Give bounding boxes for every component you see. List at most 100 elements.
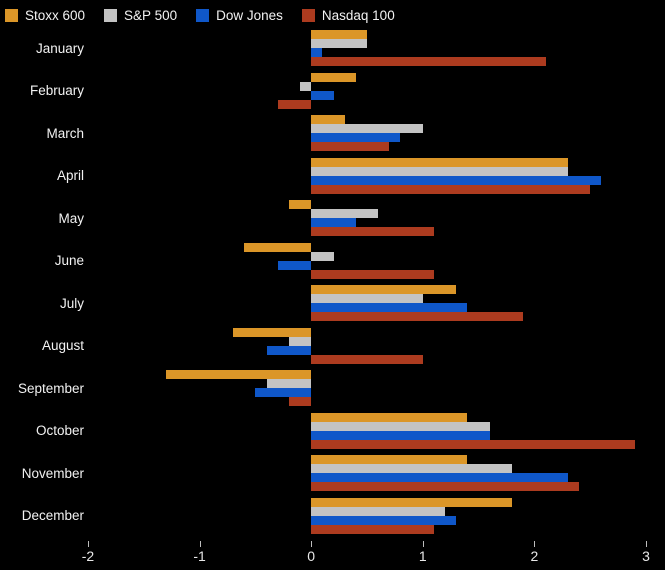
bar bbox=[311, 482, 580, 491]
legend-swatch-icon bbox=[5, 8, 18, 22]
bar bbox=[311, 303, 468, 312]
category-label: June bbox=[54, 253, 84, 268]
row-plot bbox=[88, 412, 665, 456]
bar bbox=[311, 251, 334, 261]
month-row: February bbox=[0, 72, 665, 116]
legend-label: Nasdaq 100 bbox=[321, 7, 395, 23]
row-plot bbox=[88, 285, 665, 328]
bar bbox=[288, 397, 312, 406]
axis-tick bbox=[311, 541, 313, 547]
legend-swatch-icon bbox=[196, 8, 210, 22]
chart-legend: Stoxx 600 S&P 500 Dow Jones Nasdaq 100 bbox=[0, 0, 665, 30]
bar bbox=[266, 379, 312, 388]
legend-label: Stoxx 600 bbox=[25, 7, 86, 23]
bar bbox=[311, 39, 367, 48]
legend-swatch-icon bbox=[301, 8, 315, 22]
bar bbox=[288, 336, 312, 346]
month-row: September bbox=[0, 370, 665, 413]
row-plot bbox=[88, 370, 665, 413]
bar bbox=[311, 412, 468, 422]
category-label: December bbox=[21, 508, 84, 523]
axis-tick-label: 1 bbox=[418, 548, 427, 564]
axis-tick-label: -2 bbox=[81, 548, 95, 564]
bar bbox=[311, 133, 401, 142]
legend-item: S&P 500 bbox=[104, 8, 177, 23]
bar bbox=[311, 524, 434, 534]
bar bbox=[311, 209, 379, 218]
bar bbox=[311, 48, 323, 57]
bar bbox=[311, 30, 367, 39]
bar bbox=[311, 72, 356, 82]
row-plot bbox=[88, 242, 665, 286]
x-axis: -2 -1 0 1 2 3 bbox=[82, 540, 665, 570]
axis-tick-label: -1 bbox=[193, 548, 206, 564]
bar bbox=[311, 430, 490, 440]
axis-tick-label: 2 bbox=[530, 548, 539, 564]
category-label: October bbox=[35, 423, 84, 438]
axis-tick-label: 0 bbox=[307, 548, 316, 564]
month-row: October bbox=[0, 412, 665, 456]
month-row: March bbox=[0, 115, 665, 158]
category-label: September bbox=[17, 380, 84, 396]
bar bbox=[311, 227, 434, 236]
month-row: June bbox=[0, 242, 665, 286]
month-row: November bbox=[0, 455, 665, 498]
bar bbox=[311, 184, 591, 194]
bar bbox=[311, 175, 602, 185]
month-row: July bbox=[0, 285, 665, 328]
axis-tick-label: 3 bbox=[642, 548, 650, 564]
bar bbox=[311, 455, 468, 464]
bar bbox=[277, 260, 312, 270]
month-row: April bbox=[0, 157, 665, 201]
bar bbox=[311, 421, 490, 431]
legend-item: Dow Jones bbox=[196, 8, 283, 23]
bar bbox=[166, 370, 312, 379]
month-row: December bbox=[0, 497, 665, 541]
bar bbox=[311, 269, 434, 279]
month-row: May bbox=[0, 200, 665, 243]
category-label: July bbox=[59, 295, 84, 311]
bar bbox=[311, 354, 423, 364]
row-plot bbox=[88, 455, 665, 498]
bar bbox=[311, 473, 568, 482]
axis-tick bbox=[646, 541, 648, 547]
category-label: November bbox=[21, 465, 84, 481]
legend-item: Nasdaq 100 bbox=[301, 7, 395, 23]
bar bbox=[311, 115, 345, 124]
row-plot bbox=[88, 72, 665, 116]
bar bbox=[311, 142, 390, 151]
month-row: January bbox=[0, 30, 665, 73]
bar bbox=[311, 157, 568, 167]
category-label: August bbox=[41, 338, 84, 353]
bar bbox=[311, 506, 446, 516]
category-label: January bbox=[35, 40, 84, 56]
bar bbox=[311, 285, 457, 294]
legend-swatch-icon bbox=[104, 8, 118, 22]
legend-label: Dow Jones bbox=[216, 7, 283, 23]
bar bbox=[288, 200, 312, 209]
row-plot bbox=[88, 30, 665, 73]
bar bbox=[311, 464, 513, 473]
category-label: May bbox=[58, 210, 84, 226]
bar bbox=[311, 515, 457, 525]
category-label: March bbox=[46, 125, 84, 141]
axis-tick bbox=[199, 541, 201, 547]
row-plot bbox=[88, 115, 665, 158]
bar bbox=[266, 345, 312, 355]
bar bbox=[311, 497, 513, 507]
axis-tick bbox=[422, 541, 424, 547]
bar bbox=[311, 218, 356, 227]
bar bbox=[233, 327, 312, 337]
bar bbox=[300, 81, 312, 91]
bar bbox=[311, 439, 635, 449]
row-plot bbox=[88, 157, 665, 201]
row-plot bbox=[88, 200, 665, 243]
category-label: April bbox=[56, 168, 84, 183]
bar bbox=[277, 99, 312, 109]
bar bbox=[311, 57, 546, 66]
category-label: February bbox=[29, 83, 84, 98]
bar bbox=[311, 312, 524, 321]
bar bbox=[311, 124, 423, 133]
bar bbox=[311, 294, 423, 303]
bar bbox=[255, 388, 312, 397]
